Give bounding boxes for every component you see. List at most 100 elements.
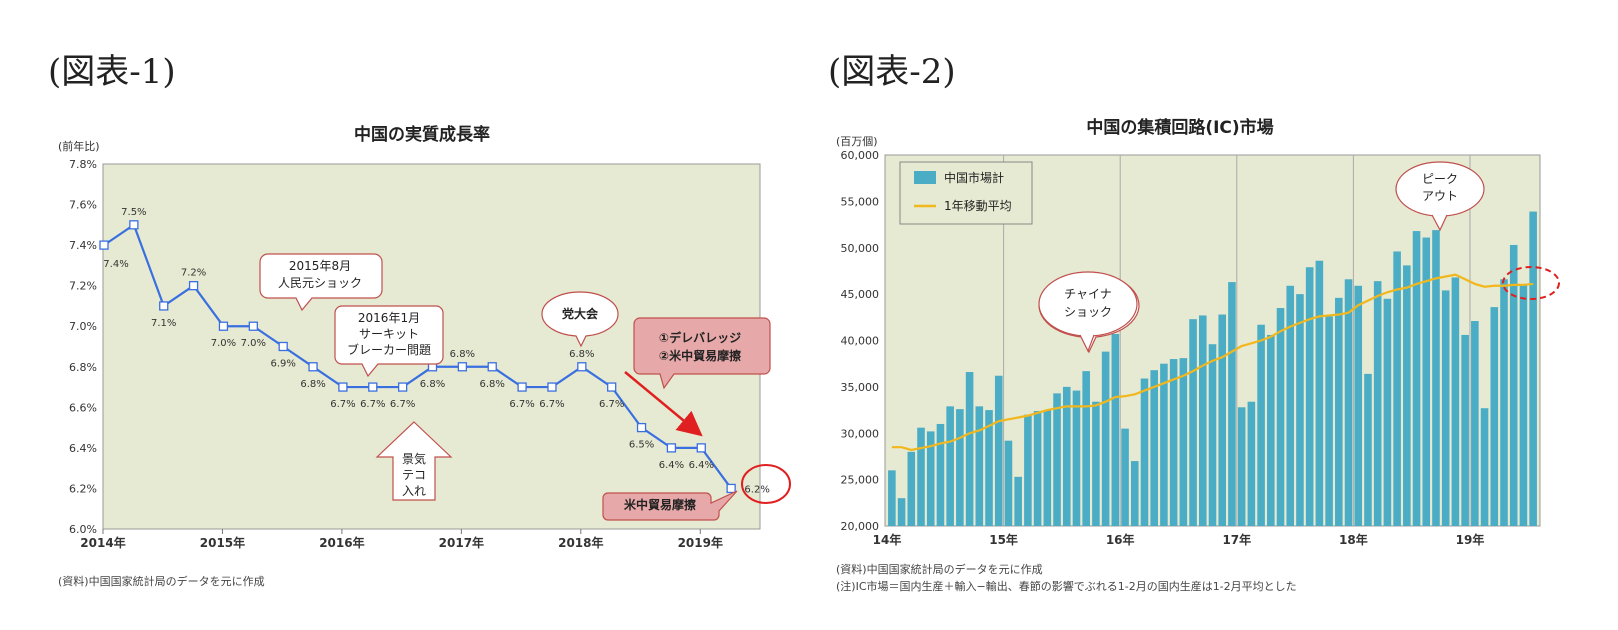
y-tick-label: 7.8% <box>69 158 97 171</box>
ic-market-bar <box>1237 407 1246 526</box>
y-tick-label: 20,000 <box>841 520 880 533</box>
x-tick-label: 2016年 <box>319 535 364 550</box>
y-tick-label: 50,000 <box>841 242 880 255</box>
data-label: 6.8% <box>480 379 505 390</box>
ic-market-bar <box>1529 211 1537 526</box>
ic-market-bar <box>1160 363 1168 526</box>
ic-market-bar <box>946 406 954 526</box>
y-tick-label: 6.8% <box>69 361 97 374</box>
data-label: 6.8% <box>420 379 445 390</box>
growth-rate-line <box>103 223 733 490</box>
chart-1-source: (資料)中国国家統計局のデータを元に作成 <box>58 574 265 588</box>
ic-market-bar <box>1140 378 1149 526</box>
ic-market-bar <box>1451 277 1460 526</box>
data-point <box>577 362 587 372</box>
data-label: 6.8% <box>569 349 594 360</box>
data-label: 6.7% <box>390 399 415 410</box>
ic-market-bar <box>1111 334 1120 526</box>
data-label: 6.4% <box>659 460 684 471</box>
ic-market-bar <box>1373 281 1382 526</box>
y-tick-label: 6.2% <box>69 482 97 495</box>
y-tick-label: 7.6% <box>69 199 97 212</box>
y-tick-label: 6.4% <box>69 442 97 455</box>
chart-2-unit-label: (百万個) <box>836 135 878 148</box>
y-tick-label: 7.0% <box>69 320 97 333</box>
data-label: 7.2% <box>181 268 206 279</box>
callout-deleverage-trade: ①デレバレッジ ②米中貿易摩擦 <box>633 317 771 390</box>
data-label: 6.7% <box>360 399 385 410</box>
x-tick-label: 15年 <box>989 532 1018 547</box>
legend-label-ma: 1年移動平均 <box>944 199 1012 213</box>
data-point <box>726 483 736 494</box>
chart-2-note: (注)IC市場＝国内生産＋輸入−輸出、春節の影響でぶれる1-2月の国内生産は1-… <box>836 579 1297 593</box>
data-label: 6.5% <box>629 440 654 451</box>
x-tick-label: 14年 <box>873 532 902 547</box>
ic-market-bar <box>1344 279 1353 526</box>
chart-2-legend: 中国市場計 1年移動平均 <box>899 161 1033 225</box>
data-label: 6.9% <box>270 359 295 370</box>
ic-market-bar <box>1247 401 1256 526</box>
ic-market-bar <box>1208 344 1217 526</box>
ic-market-bar <box>1335 297 1343 526</box>
data-label: 7.0% <box>241 338 266 349</box>
ic-market-bar <box>1218 314 1227 526</box>
data-label: 7.1% <box>151 318 176 329</box>
ic-market-bar <box>1043 410 1052 526</box>
y-tick-label: 60,000 <box>841 149 880 162</box>
y-tick-label: 6.6% <box>69 401 97 414</box>
data-point <box>397 382 408 392</box>
ic-market-bar <box>1383 298 1392 526</box>
ic-market-bar <box>1130 461 1139 526</box>
x-tick-label: 17年 <box>1222 532 1251 547</box>
ic-market-bar <box>1121 428 1129 526</box>
ic-market-bar <box>1325 316 1333 526</box>
ic-market-bar <box>888 470 896 526</box>
ic-market-bar <box>975 406 984 526</box>
x-tick-label: 2017年 <box>439 535 484 550</box>
y-tick-label: 35,000 <box>841 381 880 394</box>
ic-market-bar <box>1461 334 1469 526</box>
data-point <box>547 382 557 392</box>
callout-trade-friction-text: 米中貿易摩擦 <box>624 497 696 512</box>
data-point <box>636 422 647 433</box>
moving-average-line <box>891 273 1534 452</box>
data-point <box>666 443 677 453</box>
stimulus-up-arrow: 景気 テコ 入れ <box>375 421 453 501</box>
callout-yuan-shock-line1: 2015年8月 <box>289 259 351 273</box>
ic-market-bar <box>936 423 945 526</box>
callout-circuit-breaker-line1: 2016年1月 <box>358 311 420 325</box>
ic-market-bar <box>1354 285 1363 526</box>
ic-market-bar <box>1490 307 1499 526</box>
ic-market-bar <box>1062 386 1071 526</box>
callout-china-shock: チャイナ ショック <box>1038 271 1140 354</box>
chart-1-title: 中国の実質成長率 <box>354 124 490 145</box>
data-point <box>607 382 617 392</box>
ic-market-bar <box>1024 414 1032 526</box>
ic-market-bar <box>1305 267 1314 526</box>
chart-2-ic-market: 中国の集積回路(IC)市場 (百万個) 20,000 25,000 30,000 35… <box>836 117 1560 593</box>
data-label: 6.7% <box>330 399 355 410</box>
ic-market-bar <box>1441 290 1450 526</box>
callout-peak-out-line2: アウト <box>1422 189 1458 203</box>
ic-market-bar <box>907 451 916 526</box>
ic-market-bar <box>1471 321 1479 526</box>
ic-market-bar <box>1480 408 1489 526</box>
data-label: 6.2% <box>744 484 769 495</box>
ic-market-bar <box>1228 282 1236 526</box>
y-tick-label: 30,000 <box>841 427 880 440</box>
data-label: 7.4% <box>103 259 128 270</box>
data-point <box>338 382 348 392</box>
callout-party-congress-text: 党大会 <box>562 306 599 321</box>
y-tick-label: 55,000 <box>841 195 880 208</box>
x-tick-label: 2014年 <box>80 535 125 550</box>
data-label: 6.4% <box>689 460 714 471</box>
data-point <box>278 341 288 352</box>
ic-market-bar <box>1101 351 1110 526</box>
ic-market-bar <box>1072 390 1081 526</box>
callout-deleverage-line1: ①デレバレッジ <box>659 330 741 345</box>
ic-market-bar <box>1257 324 1265 526</box>
data-label: 6.8% <box>450 349 475 360</box>
chart-2-title: 中国の集積回路(IC)市場 <box>1086 117 1273 138</box>
downtrend-arrow <box>624 371 703 437</box>
ic-market-bar <box>1033 410 1042 526</box>
